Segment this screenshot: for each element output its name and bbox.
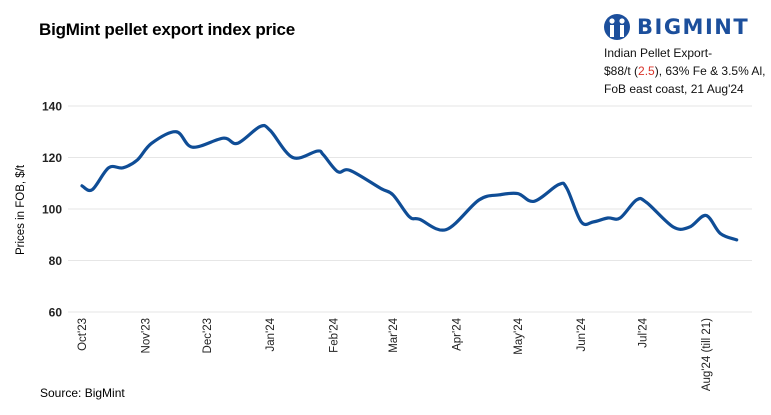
x-tick-label: May'24	[513, 317, 525, 354]
x-tick-label: Oct'23	[77, 318, 89, 351]
data-points	[81, 125, 739, 241]
note-line-3: FoB east coast, 21 Aug'24	[604, 82, 744, 96]
chart-title: BigMint pellet export index price	[39, 20, 295, 39]
note-line-2: $88/t (2.5), 63% Fe & 3.5% Al,	[604, 62, 765, 80]
x-tick-label: Nov'23	[140, 318, 152, 353]
y-tick-label: 140	[42, 100, 62, 114]
x-tick-label: Aug'24 (till 21)	[701, 318, 713, 391]
bigmint-logo-icon	[604, 14, 630, 40]
note-line-1: Indian Pellet Export-	[604, 46, 713, 60]
x-tick-label: Apr'24	[451, 317, 463, 350]
y-axis-label: Prices in FOB, $/t	[15, 164, 27, 255]
note-price: $88/t (	[604, 64, 639, 78]
x-tick-label: Jul'24	[638, 317, 650, 347]
source-note: Source: BigMint	[40, 386, 125, 400]
note-change: 2.5	[638, 64, 655, 78]
x-tick-label: Mar'24	[388, 317, 400, 352]
y-tick-label: 120	[42, 151, 62, 165]
x-tick-label: Jan'24	[265, 317, 277, 351]
x-tick-label: Feb'24	[329, 317, 341, 352]
series-line	[80, 123, 739, 242]
y-tick-label: 80	[49, 254, 63, 268]
bigmint-logo: BIGMINT	[603, 13, 749, 41]
logo-text: BIGMINT	[637, 15, 750, 39]
price-note: Indian Pellet Export- $88/t (2.5), 63% F…	[604, 44, 765, 98]
x-tick-label: Jun'24	[576, 317, 588, 351]
note-spec: ), 63% Fe & 3.5% Al,	[654, 64, 766, 78]
y-tick-label: 100	[42, 203, 62, 217]
y-tick-label: 60	[49, 306, 63, 320]
x-tick-label: Dec'23	[202, 318, 214, 353]
